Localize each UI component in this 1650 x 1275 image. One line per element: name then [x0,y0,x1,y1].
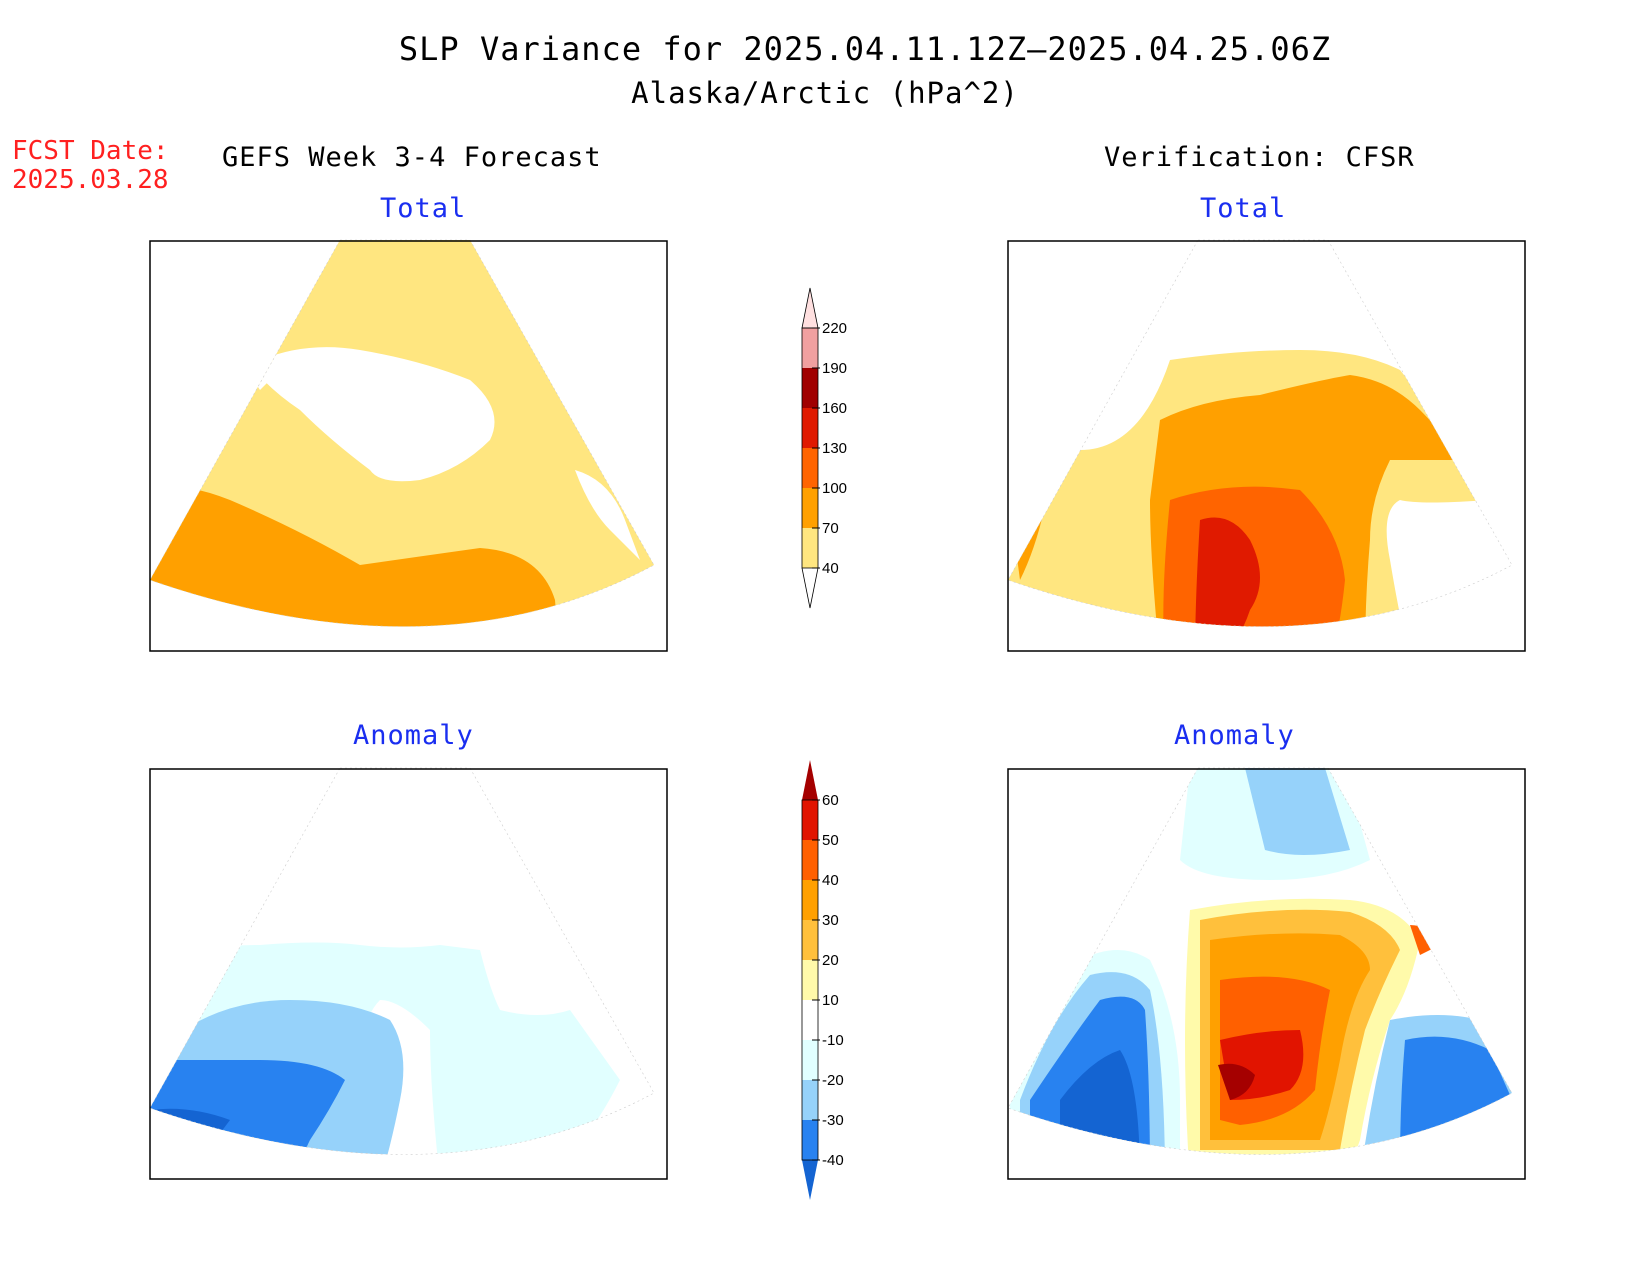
map-frame [149,240,668,652]
total-colorbar-tick-label: 100 [822,480,847,497]
anomaly-colorbar-tick-label: 50 [822,832,839,849]
right-column-title: Verification: CFSR [1104,142,1415,173]
total-colorbar-tick-label: 190 [822,360,847,377]
total-colorbar-tick-label: 160 [822,400,847,417]
total-colorbar-bin [802,328,818,368]
verification-total-shading [1008,240,1512,627]
total-colorbar-tick-label: 40 [822,560,839,577]
total-colorbar-bin [802,408,818,448]
anomaly-colorbar-tick-label: 60 [822,792,839,809]
bottom-right-panel-label: Anomaly [1174,720,1295,751]
anomaly-colorbar-tick-label: 30 [822,912,839,929]
anomaly-colorbar-tick-label: -30 [822,1112,844,1129]
verification-anomaly-shading [1008,768,1512,1155]
left-column-title: GEFS Week 3-4 Forecast [222,142,602,173]
total-colorbar-bin [802,488,818,528]
map-frame [1007,240,1526,652]
anomaly-colorbar-tick-label: 20 [822,952,839,969]
anomaly-colorbar-tick-label: 10 [822,992,839,1009]
total-colorbar: 40 70 100 130 160 190 220 [801,287,847,609]
total-colorbar-tick-label: 220 [822,320,847,337]
anomaly-colorbar-tick-label: -20 [822,1072,844,1089]
forecast-total-shading [150,240,654,627]
bottom-left-panel-label: Anomaly [353,720,474,751]
anomaly-colorbar-tick-label: -40 [822,1152,844,1169]
map-forecast-anomaly [149,767,668,1180]
top-left-panel-label: Total [380,193,467,224]
fcst-date-value: 2025.03.28 [12,165,169,195]
map-frame [1007,768,1526,1180]
fcst-date-label: FCST Date: [12,136,169,166]
fcst-date-block: FCST Date: 2025.03.28 [12,137,169,195]
anomaly-colorbar: -40 -30 -20 -10 10 20 30 40 50 60 [801,760,844,1200]
total-colorbar-tick-label: 130 [822,440,847,457]
figure-title: SLP Variance for 2025.04.11.12Z–2025.04.… [398,30,1332,68]
total-colorbar-bin [802,528,818,568]
map-verification-total [1007,239,1526,652]
figure-subtitle: Alaska/Arctic (hPa^2) [631,76,1019,110]
map-forecast-total [149,239,668,652]
anomaly-colorbar-tick-label: -10 [822,1032,844,1049]
map-verification-anomaly [1007,767,1526,1180]
total-colorbar-bin [802,448,818,488]
forecast-total-low-region [250,347,495,482]
map-frame [149,768,668,1180]
top-right-panel-label: Total [1200,193,1287,224]
total-colorbar-tick-label: 70 [822,520,839,537]
anomaly-colorbar-tick-label: 40 [822,872,839,889]
forecast-anomaly-shading [150,768,654,1155]
total-colorbar-bin [802,368,818,408]
